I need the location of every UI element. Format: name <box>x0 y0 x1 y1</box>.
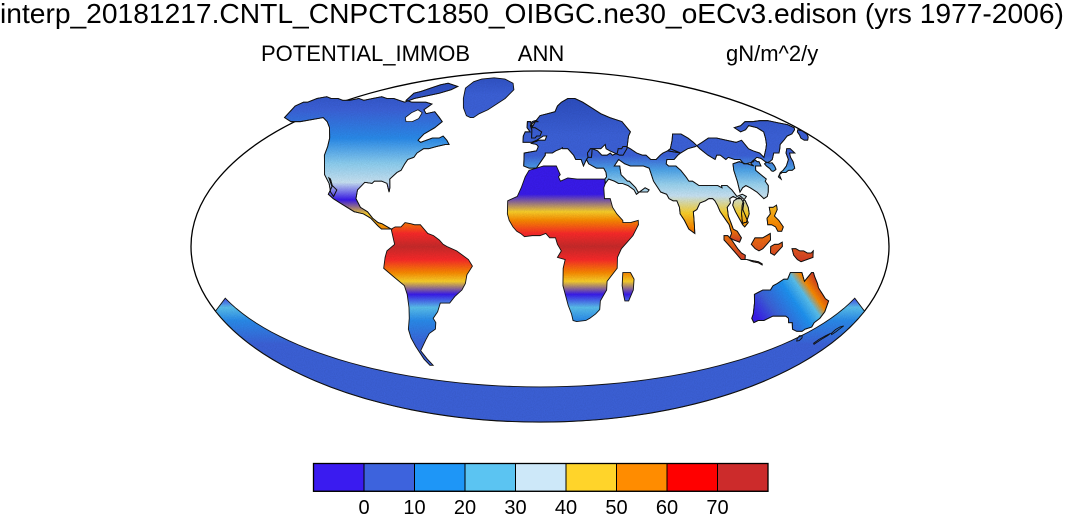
svg-text:70: 70 <box>706 497 728 519</box>
svg-text:40: 40 <box>555 497 577 519</box>
svg-text:50: 50 <box>605 497 627 519</box>
svg-text:20: 20 <box>454 497 476 519</box>
svg-text:30: 30 <box>504 497 526 519</box>
svg-text:60: 60 <box>656 497 678 519</box>
svg-text:10: 10 <box>403 497 425 519</box>
svg-text:0: 0 <box>358 497 369 519</box>
